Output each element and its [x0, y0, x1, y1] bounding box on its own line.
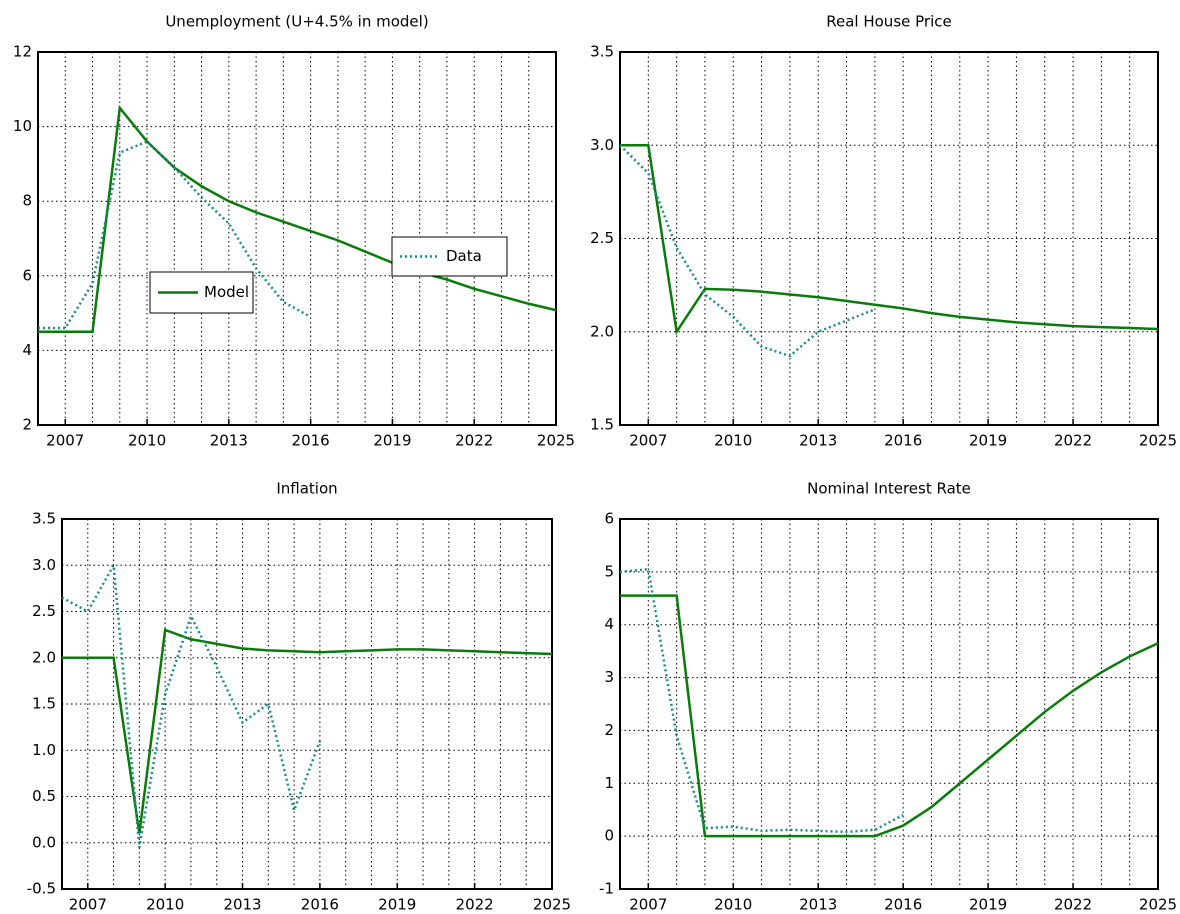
chart-title: Real House Price — [826, 13, 951, 31]
x-tick-label: 2007 — [69, 896, 107, 914]
y-tick-label: 2.0 — [32, 648, 56, 666]
series-line — [620, 594, 1159, 838]
x-tick-label: 2013 — [223, 896, 261, 914]
y-tick-label: 2.5 — [32, 602, 56, 620]
y-tick-label: 8 — [22, 192, 32, 210]
chart-title: Nominal Interest Rate — [807, 480, 971, 498]
y-tick-label: 2 — [604, 721, 614, 739]
y-tick-label: -0.5 — [27, 880, 56, 898]
y-tick-label: 6 — [22, 266, 32, 284]
x-tick-label: 2019 — [378, 896, 416, 914]
y-tick-label: 3.0 — [590, 136, 614, 154]
x-tick-label: 2022 — [456, 896, 494, 914]
legend-label: Data — [446, 247, 482, 265]
x-tick-label: 2007 — [629, 896, 667, 914]
y-tick-label: 0.5 — [32, 787, 56, 805]
y-tick-label: 0.0 — [32, 833, 56, 851]
plot-frame — [619, 51, 1159, 426]
series-line — [619, 144, 876, 358]
x-tick-label: 2016 — [292, 432, 330, 450]
x-tick-label: 2007 — [46, 432, 84, 450]
y-tick-label: 1.5 — [590, 416, 614, 434]
x-tick-label: 2007 — [629, 432, 667, 450]
chart-title: Inflation — [276, 480, 337, 498]
x-tick-label: 2013 — [210, 432, 248, 450]
plot-frame — [619, 518, 1159, 890]
legend-label: Model — [204, 283, 249, 301]
x-tick-label: 2010 — [146, 896, 184, 914]
x-tick-label: 2019 — [969, 432, 1007, 450]
x-tick-label: 2025 — [1139, 896, 1177, 914]
y-tick-label: -1 — [599, 880, 614, 898]
x-tick-label: 2025 — [533, 896, 571, 914]
chart-title: Unemployment (U+4.5% in model) — [165, 13, 428, 31]
x-tick-label: 2010 — [714, 896, 752, 914]
y-tick-label: 3.5 — [32, 510, 56, 528]
x-tick-label: 2013 — [799, 896, 837, 914]
y-tick-label: 2.5 — [590, 229, 614, 247]
x-tick-label: 2019 — [373, 432, 411, 450]
y-tick-label: 2.0 — [590, 322, 614, 340]
x-tick-label: 2025 — [1139, 432, 1177, 450]
series-line — [62, 628, 553, 834]
plot-frame — [61, 518, 553, 890]
x-tick-label: 2022 — [1054, 896, 1092, 914]
y-tick-label: 6 — [604, 510, 614, 528]
series-line — [61, 561, 322, 848]
x-tick-label: 2010 — [128, 432, 166, 450]
y-tick-label: 3 — [604, 668, 614, 686]
y-tick-label: 3.0 — [32, 556, 56, 574]
y-tick-label: 10 — [13, 117, 32, 135]
x-tick-label: 2025 — [537, 432, 575, 450]
y-tick-label: 12 — [13, 43, 32, 61]
plot-frame — [37, 51, 557, 426]
y-tick-label: 3.5 — [590, 43, 614, 61]
y-tick-label: 4 — [22, 341, 32, 359]
series-line — [38, 104, 557, 333]
y-tick-label: 1.0 — [32, 741, 56, 759]
y-tick-label: 4 — [604, 615, 614, 633]
x-tick-label: 2022 — [1054, 432, 1092, 450]
y-tick-label: 1.5 — [32, 695, 56, 713]
y-tick-label: 0 — [604, 827, 614, 845]
x-tick-label: 2016 — [301, 896, 339, 914]
series-line — [620, 144, 1159, 336]
series-line — [619, 567, 904, 834]
y-tick-label: 2 — [22, 416, 32, 434]
series-line — [38, 140, 312, 330]
x-tick-label: 2022 — [455, 432, 493, 450]
x-tick-label: 2010 — [714, 432, 752, 450]
x-tick-label: 2016 — [884, 896, 922, 914]
y-tick-label: 1 — [604, 774, 614, 792]
x-tick-label: 2019 — [969, 896, 1007, 914]
y-tick-label: 5 — [604, 562, 614, 580]
x-tick-label: 2013 — [799, 432, 837, 450]
x-tick-label: 2016 — [884, 432, 922, 450]
